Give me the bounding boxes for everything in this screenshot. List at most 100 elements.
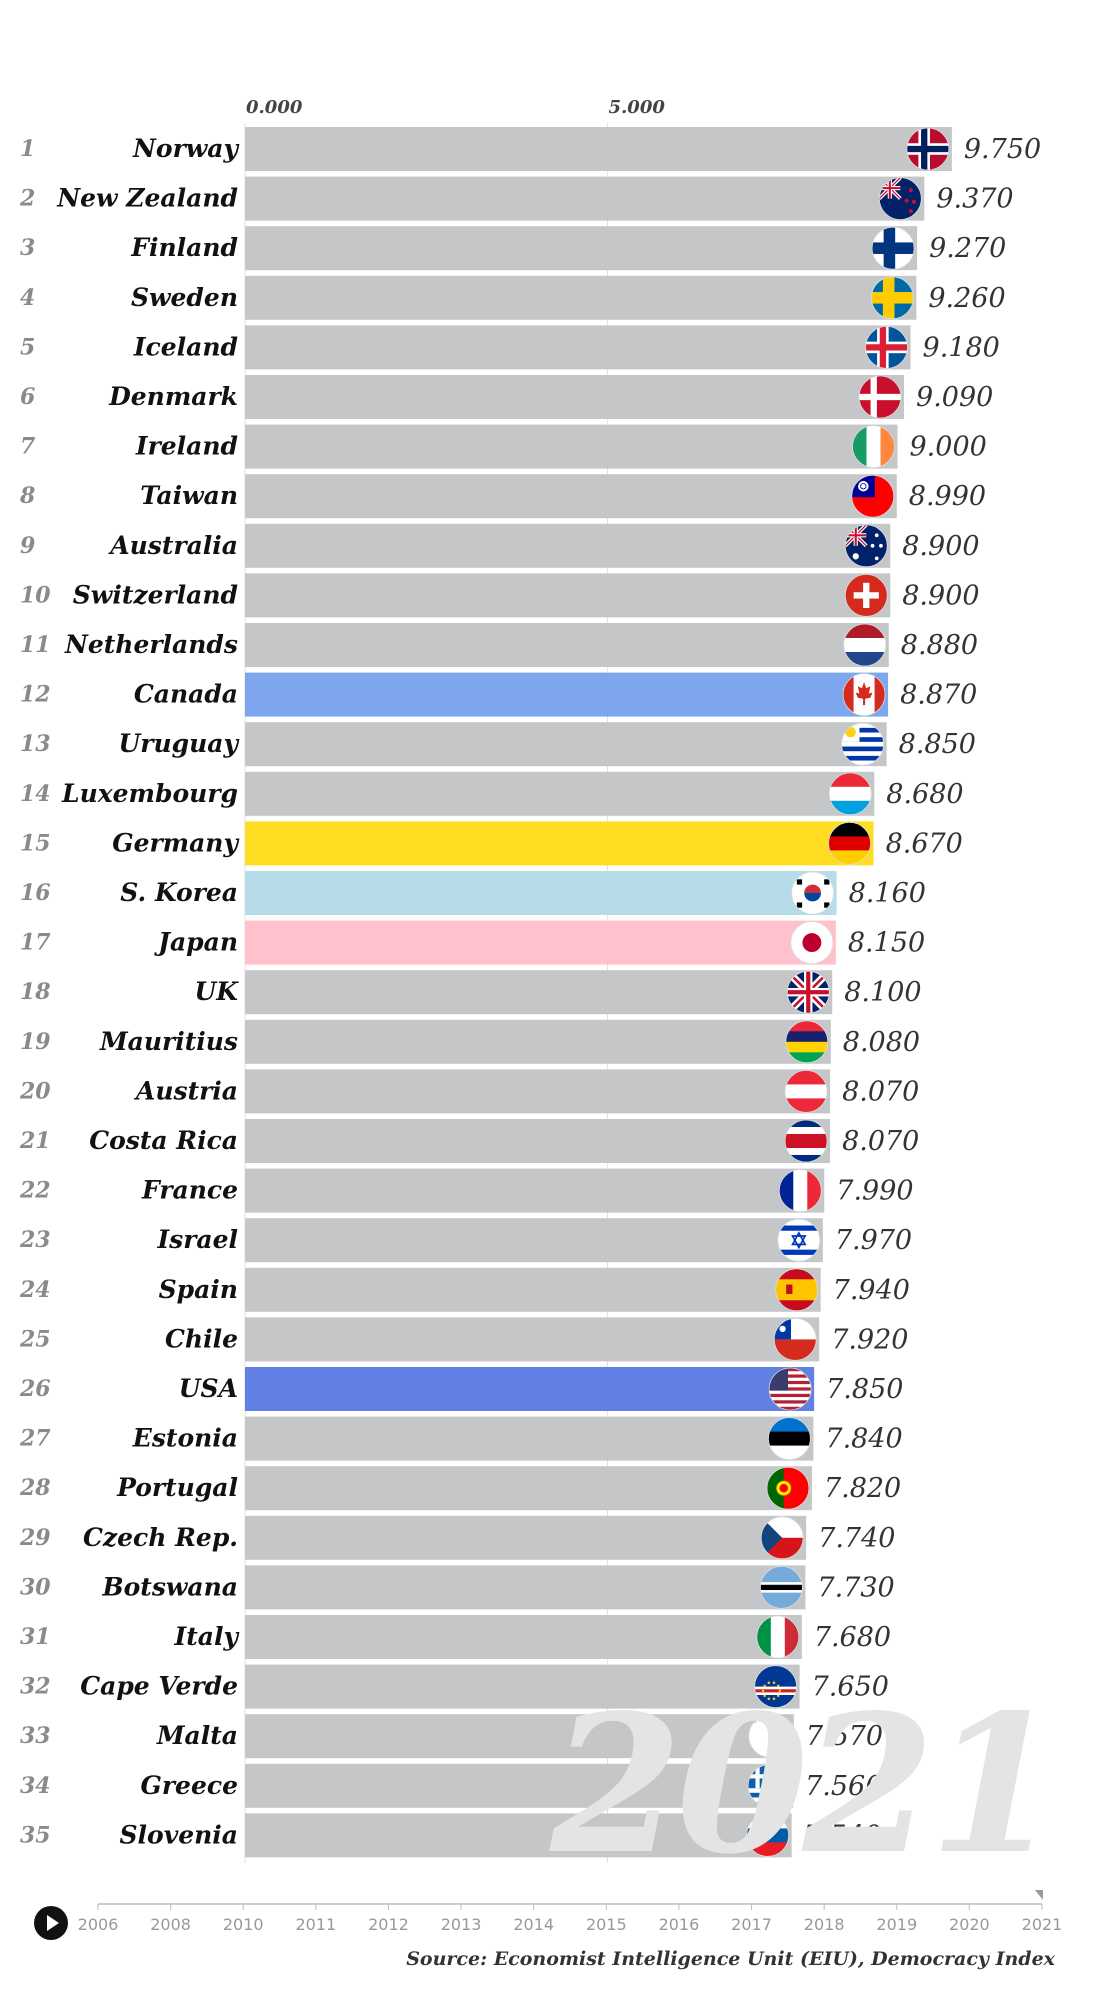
slovenia-flag-icon	[746, 1814, 789, 1857]
canada-flag-icon	[843, 673, 886, 716]
country-label: Spain	[159, 1275, 238, 1304]
timeline-year-label[interactable]: 2008	[150, 1915, 191, 1934]
italy-flag-icon	[756, 1616, 799, 1658]
value-label: 7.740	[818, 1523, 895, 1554]
rank-label: 3	[20, 235, 35, 261]
ireland-flag-icon	[852, 425, 895, 468]
rank-label: 17	[20, 930, 51, 956]
bar	[245, 127, 952, 171]
country-label: Costa Rica	[89, 1126, 238, 1155]
country-label: Japan	[154, 928, 238, 957]
iceland-flag-icon	[865, 326, 908, 369]
bar	[245, 1019, 831, 1064]
rank-label: 22	[19, 1178, 51, 1204]
value-label: 9.270	[929, 233, 1006, 264]
portugal-flag-icon	[766, 1467, 809, 1510]
rank-label: 34	[20, 1773, 51, 1799]
bar	[245, 871, 837, 915]
timeline-year-label[interactable]: 2015	[586, 1915, 627, 1934]
value-label: 8.900	[902, 580, 979, 611]
rank-label: 2	[19, 186, 35, 212]
bar	[245, 1317, 820, 1362]
timeline-year-label[interactable]: 2011	[295, 1915, 336, 1934]
current-year-watermark: 2021	[550, 1673, 1061, 1896]
timeline-handle[interactable]	[1035, 1890, 1043, 1900]
timeline-year-label[interactable]: 2006	[78, 1915, 119, 1934]
botswana-flag-icon	[760, 1566, 803, 1609]
rank-label: 11	[20, 632, 51, 658]
chart-row: 25 Chile 7.920	[19, 1317, 908, 1362]
timeline-axis[interactable]: 2006 2008 2010 2011 2012 2013 2014 2015 2016 2017…	[78, 1890, 1063, 1934]
rank-label: 27	[19, 1426, 51, 1452]
france-flag-icon	[779, 1169, 822, 1212]
japan-flag-icon	[790, 921, 833, 964]
norway-flag-icon	[906, 128, 949, 170]
bar	[245, 1367, 815, 1411]
rank-label: 25	[19, 1326, 51, 1352]
chart-row: 22 France 7.990	[19, 1168, 914, 1213]
bar	[245, 474, 897, 519]
bar	[245, 1069, 831, 1114]
country-label: Ireland	[135, 432, 238, 461]
bar	[245, 275, 917, 320]
rank-label: 1	[20, 136, 35, 162]
chart-row: 19 Mauritius 8.080	[20, 1019, 920, 1064]
rank-label: 28	[19, 1475, 51, 1501]
country-label: Finland	[130, 233, 238, 262]
bar	[245, 771, 875, 816]
timeline-year-label[interactable]: 2016	[659, 1915, 700, 1934]
luxembourg-flag-icon	[829, 772, 872, 815]
rank-label: 15	[20, 830, 51, 856]
timeline-year-label[interactable]: 2012	[368, 1915, 409, 1934]
country-label: Czech Rep.	[83, 1523, 238, 1552]
timeline-year-label[interactable]: 2017	[731, 1915, 772, 1934]
bar	[245, 1714, 794, 1759]
country-label: Iceland	[133, 332, 238, 361]
timeline-year-label[interactable]: 2021	[1022, 1915, 1063, 1934]
source-caption: Source: Economist Intelligence Unit (EIU…	[406, 1948, 1055, 1970]
value-label: 8.850	[899, 729, 976, 760]
country-label: Malta	[156, 1721, 238, 1750]
chart-row: 3 Finland 9.270	[20, 226, 1006, 271]
bar	[245, 1466, 812, 1511]
value-label: 7.940	[833, 1275, 910, 1306]
bar	[245, 1119, 831, 1163]
chart-row: 15 Germany 8.670	[20, 821, 963, 866]
timeline-year-label[interactable]: 2013	[441, 1915, 482, 1934]
chart-row: 6 Denmark 9.090	[20, 375, 993, 419]
timeline-year-label[interactable]: 2010	[223, 1915, 264, 1934]
play-button[interactable]	[34, 1906, 68, 1940]
country-label: Germany	[112, 828, 239, 857]
timeline-year-label[interactable]: 2018	[804, 1915, 845, 1934]
value-label: 7.650	[812, 1672, 889, 1703]
rank-label: 31	[20, 1624, 51, 1650]
timeline-year-label[interactable]: 2019	[876, 1915, 917, 1934]
rank-label: 19	[20, 1029, 51, 1055]
sweden-flag-icon	[871, 276, 914, 319]
bar	[245, 176, 925, 221]
value-label: 9.750	[964, 134, 1041, 165]
country-label: Italy	[174, 1622, 240, 1651]
timeline-year-label[interactable]: 2020	[949, 1915, 990, 1934]
value-label: 7.850	[826, 1374, 903, 1405]
country-label: Taiwan	[140, 481, 238, 510]
bar	[245, 1416, 814, 1461]
rank-label: 5	[20, 334, 35, 360]
cape-verde-flag-icon	[754, 1665, 797, 1708]
country-label: Austria	[134, 1076, 238, 1105]
mauritius-flag-icon	[785, 1020, 828, 1063]
south-korea-flag-icon	[791, 872, 834, 914]
value-label: 9.180	[923, 332, 1000, 363]
value-label: 8.100	[844, 977, 921, 1008]
chart-row: 13 Uruguay 8.850	[20, 722, 976, 767]
value-label: 7.730	[817, 1572, 894, 1603]
denmark-flag-icon	[859, 376, 902, 418]
value-label: 8.150	[848, 928, 925, 959]
timeline-year-label[interactable]: 2014	[513, 1915, 554, 1934]
country-label: Estonia	[132, 1424, 238, 1453]
rank-label: 4	[20, 285, 35, 311]
value-label: 7.570	[806, 1721, 883, 1752]
rank-label: 9	[20, 533, 35, 559]
rank-label: 35	[20, 1822, 51, 1848]
